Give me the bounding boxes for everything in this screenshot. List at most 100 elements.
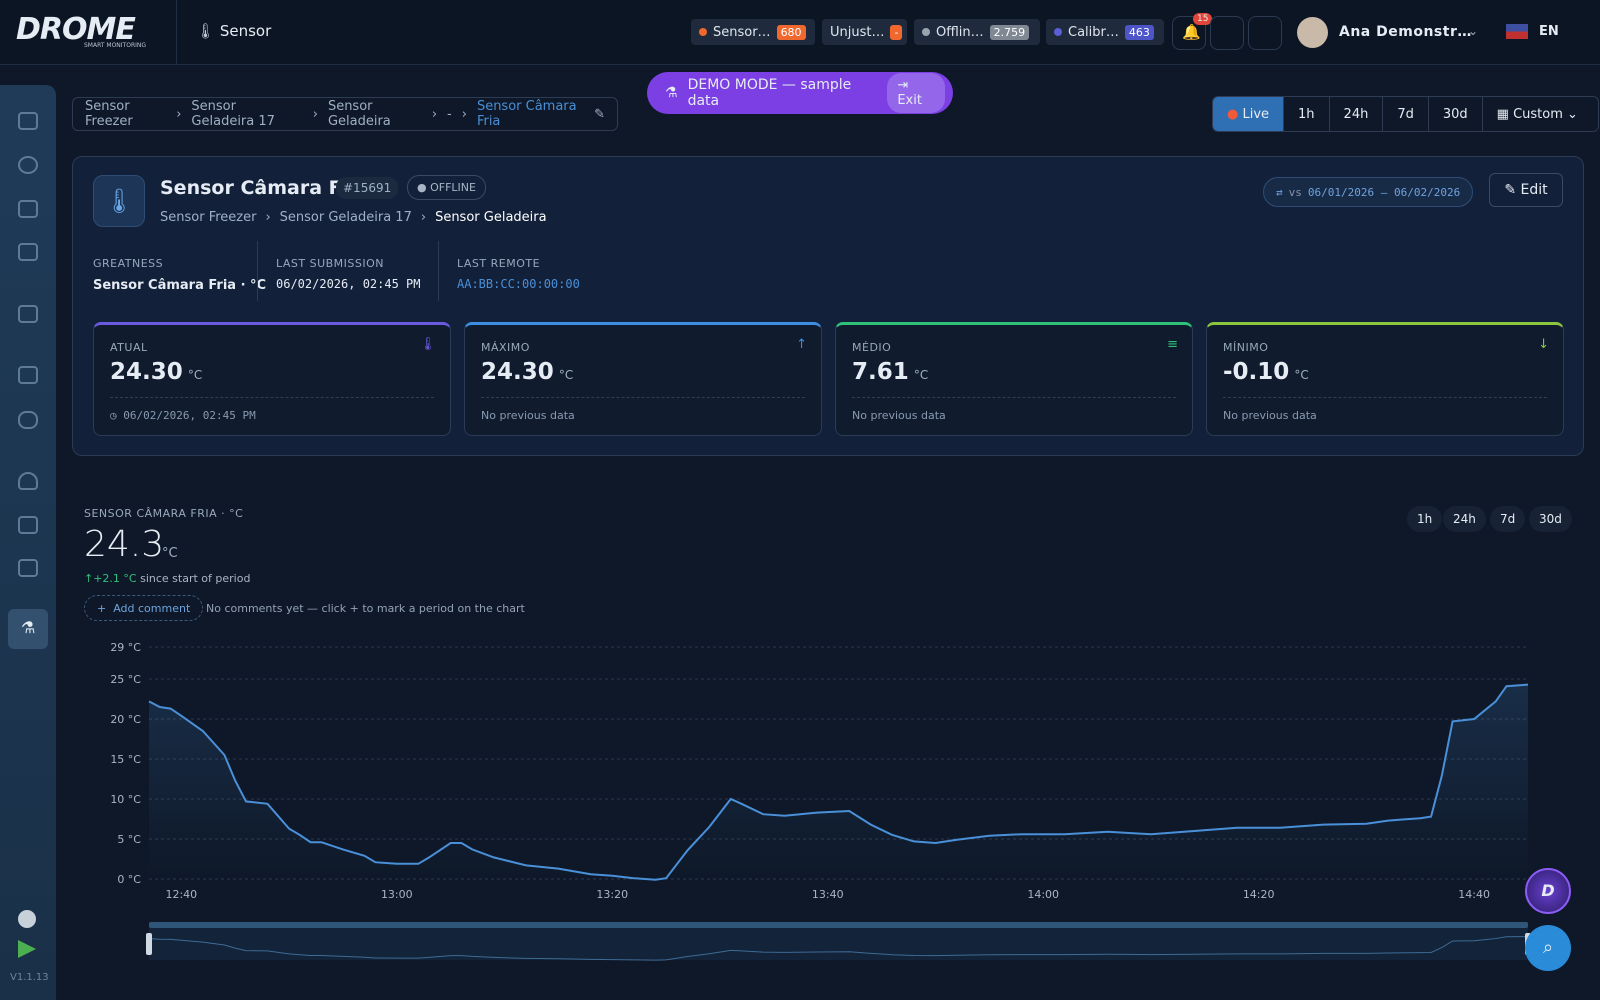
status: ● OFFLINE (407, 175, 486, 200)
y-tick-label: 20 °C (110, 713, 141, 726)
x-tick-label: 13:40 (812, 888, 844, 901)
nav-lab[interactable]: ⚗ (8, 609, 48, 649)
assistant-button[interactable]: D (1525, 868, 1571, 914)
y-tick-label: 5 °C (117, 833, 141, 846)
sensor-icon: 🌡 (93, 175, 145, 227)
range-selector: ● Live 1h 24h 7d 30d ▦ Custom ⌄ (1212, 96, 1599, 132)
range[interactable]: 30d (1429, 97, 1483, 131)
nav-files[interactable] (18, 559, 38, 577)
x-tick-label: 14:20 (1243, 888, 1275, 901)
nav-analytics[interactable] (18, 366, 38, 384)
stat-icon: ↑ (796, 337, 807, 352)
range-live[interactable]: ● Live (1213, 97, 1285, 131)
exit-button[interactable]: ⇥ Exit (887, 73, 945, 113)
stat-note: No previous data (481, 409, 575, 422)
stat-label: ATUAL (110, 341, 148, 354)
range-label: Live (1242, 106, 1270, 122)
current-unit: °C (162, 546, 178, 561)
path-item[interactable]: Sensor Geladeira 17 (279, 210, 412, 225)
status-text: OFFLINE (430, 181, 476, 194)
search-button[interactable]: ⌕ (1525, 925, 1571, 971)
user-name[interactable]: Ana Demonstr… (1339, 24, 1472, 40)
nav-dashboard[interactable] (18, 156, 38, 174)
x-tick-label: 14:40 (1458, 888, 1490, 901)
chart-range[interactable]: 7d (1490, 506, 1526, 532)
pill[interactable]: Calibr… 463 (1046, 19, 1164, 45)
nav-docs[interactable] (18, 516, 38, 534)
pill-label: Calibr… (1068, 24, 1119, 40)
chart-range[interactable]: 1h (1407, 506, 1443, 532)
nav-monitor[interactable] (18, 243, 38, 261)
notifications[interactable]: 🔔 15 (1172, 13, 1213, 50)
avatar[interactable] (1297, 17, 1328, 48)
meta-value: 06/02/2026, 02:45 PM (276, 277, 421, 291)
nav-support[interactable] (18, 472, 38, 490)
pill-label: Offlin… (936, 24, 984, 40)
stat-label: MÍNIMO (1223, 341, 1269, 354)
stat-label: MÁXIMO (481, 341, 530, 354)
edit-button[interactable]: ✎ Edit (1489, 173, 1563, 207)
crumb[interactable]: - (447, 106, 452, 122)
logo[interactable]: DROME (16, 12, 136, 47)
pill-count: 463 (1124, 24, 1154, 40)
sensor-id: #15691 (336, 177, 399, 199)
chevron: ⌄ (1468, 24, 1479, 38)
crumb[interactable]: Sensor Freezer (85, 99, 133, 129)
chart-range[interactable]: 30d (1529, 506, 1572, 532)
play-store[interactable] (18, 940, 36, 958)
x-tick-label: 12:40 (165, 888, 197, 901)
team-button[interactable] (1248, 16, 1282, 50)
stat-value-row: -0.10 °C (1223, 359, 1309, 385)
edit-label: Edit (1520, 182, 1548, 198)
path-item[interactable]: Sensor Geladeira (435, 210, 547, 225)
range[interactable]: 24h (1330, 97, 1384, 131)
stat-note: ◷ 06/02/2026, 02:45 PM (110, 409, 256, 422)
nav-reports[interactable] (18, 200, 38, 218)
minimap-bar (149, 922, 1528, 928)
crumb[interactable]: Sensor Geladeira 17 (191, 99, 275, 129)
range[interactable]: 7d (1383, 97, 1429, 131)
pill[interactable]: Unjust… - (822, 19, 907, 45)
add-comment[interactable]: + Add comment (84, 595, 204, 621)
meta-label: LAST REMOTE (457, 257, 541, 270)
crumb[interactable]: Sensor Geladeira (327, 99, 391, 129)
delta-note: since start of period (140, 572, 251, 585)
nav-home[interactable] (18, 112, 38, 130)
compare[interactable]: ⇄ vs 06/01/2026 — 06/02/2026 (1263, 177, 1474, 207)
stat-note: No previous data (852, 409, 946, 422)
range[interactable]: 1h (1284, 97, 1330, 131)
range-custom[interactable]: ▦ Custom ⌄ (1496, 106, 1578, 122)
path-item[interactable]: Sensor Freezer (160, 210, 257, 225)
sensor-name: Sensor Câmara Fria (160, 177, 370, 199)
meta-label: LAST SUBMISSION (276, 257, 385, 270)
language[interactable]: EN (1539, 24, 1559, 39)
divider (176, 0, 177, 64)
comments-note: No comments yet — click + to mark a peri… (206, 602, 525, 615)
stat-card: MÉDIO ≡ 7.61 °C No previous data (835, 322, 1193, 436)
debug-button[interactable] (1210, 16, 1244, 50)
pill-count: 2.759 (989, 24, 1030, 40)
area (149, 684, 1528, 880)
pill[interactable]: Sensor… 680 (691, 19, 815, 45)
stat-value-row: 24.30 °C (110, 359, 202, 385)
stat-card: MÁXIMO ↑ 24.30 °C No previous data (464, 322, 822, 436)
stat-card: ATUAL 🌡 24.30 °C ◷ 06/02/2026, 02:45 PM (93, 322, 451, 436)
stat-icon: 🌡 (419, 337, 436, 352)
meta-value: Sensor Câmara Fria · °C (93, 278, 267, 293)
app-store[interactable] (18, 910, 36, 928)
range-label: Custom (1513, 106, 1563, 122)
chart-range[interactable]: 24h (1443, 506, 1486, 532)
page-title: 🌡 Sensor (196, 22, 272, 40)
sensor-path: Sensor Freezer › Sensor Geladeira 17 › Senso… (160, 210, 547, 225)
pill-label: Sensor… (713, 24, 771, 40)
stat-note-text: No previous data (852, 409, 946, 422)
pill[interactable]: Offlin… 2.759 (914, 19, 1040, 45)
pill-label: Unjust… (830, 24, 885, 40)
crumb-current: Sensor Câmara Fria (476, 99, 577, 129)
y-tick-label: 25 °C (110, 673, 141, 686)
demo-text: DEMO MODE — sample data (687, 77, 852, 109)
stat-value-row: 24.30 °C (481, 359, 573, 385)
meta-value: AA:BB:CC:00:00:00 (457, 277, 580, 291)
nav-bot[interactable] (18, 411, 38, 429)
nav-forms[interactable] (18, 305, 38, 323)
